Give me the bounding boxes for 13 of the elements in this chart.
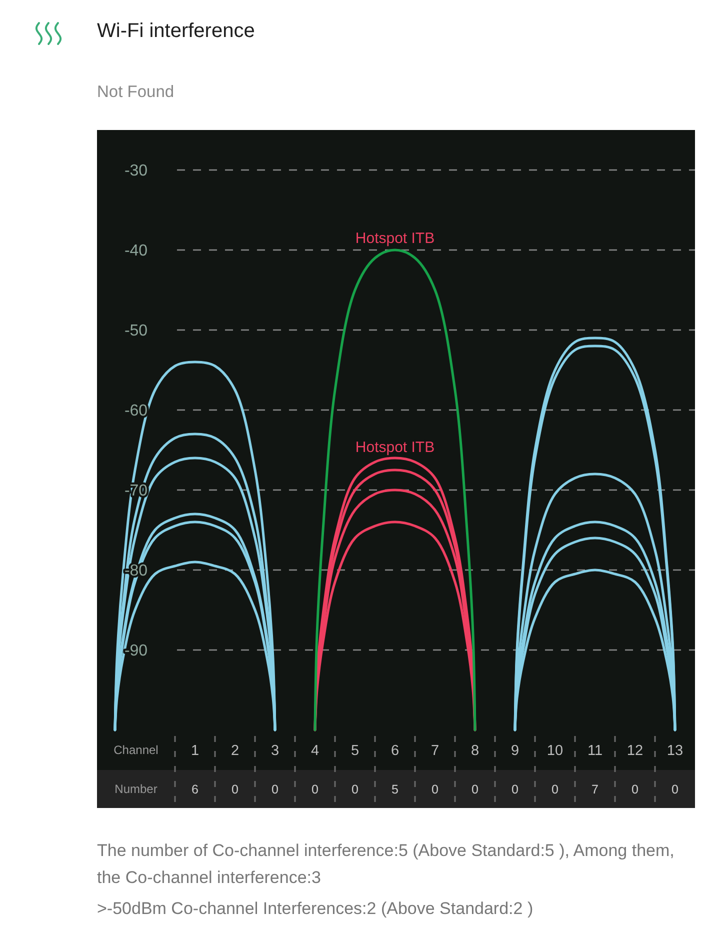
chart-subtitle: Not Found <box>97 83 174 101</box>
text: Number <box>114 782 158 796</box>
data-label: 0 <box>672 782 679 796</box>
annotation: Hotspot ITB <box>355 230 435 247</box>
y-tick-label: -50 <box>124 322 148 340</box>
chart-title: Wi-Fi interference <box>97 20 255 42</box>
text: The number of Co-channel interference:5 (Above Standard:5 ), Among them, the Co-channel interference:3 <box>97 841 674 887</box>
y-tick-label: -30 <box>124 162 148 180</box>
y-tick-label: -40 <box>124 242 148 260</box>
x-axis-title: Channel <box>114 743 158 757</box>
series-label: Hotspot ITB <box>355 439 435 456</box>
text: >-50dBm Co-channel Interferences:2 (Above Standard:2 ) <box>97 899 534 918</box>
x-tick-label: 13 <box>666 743 684 759</box>
